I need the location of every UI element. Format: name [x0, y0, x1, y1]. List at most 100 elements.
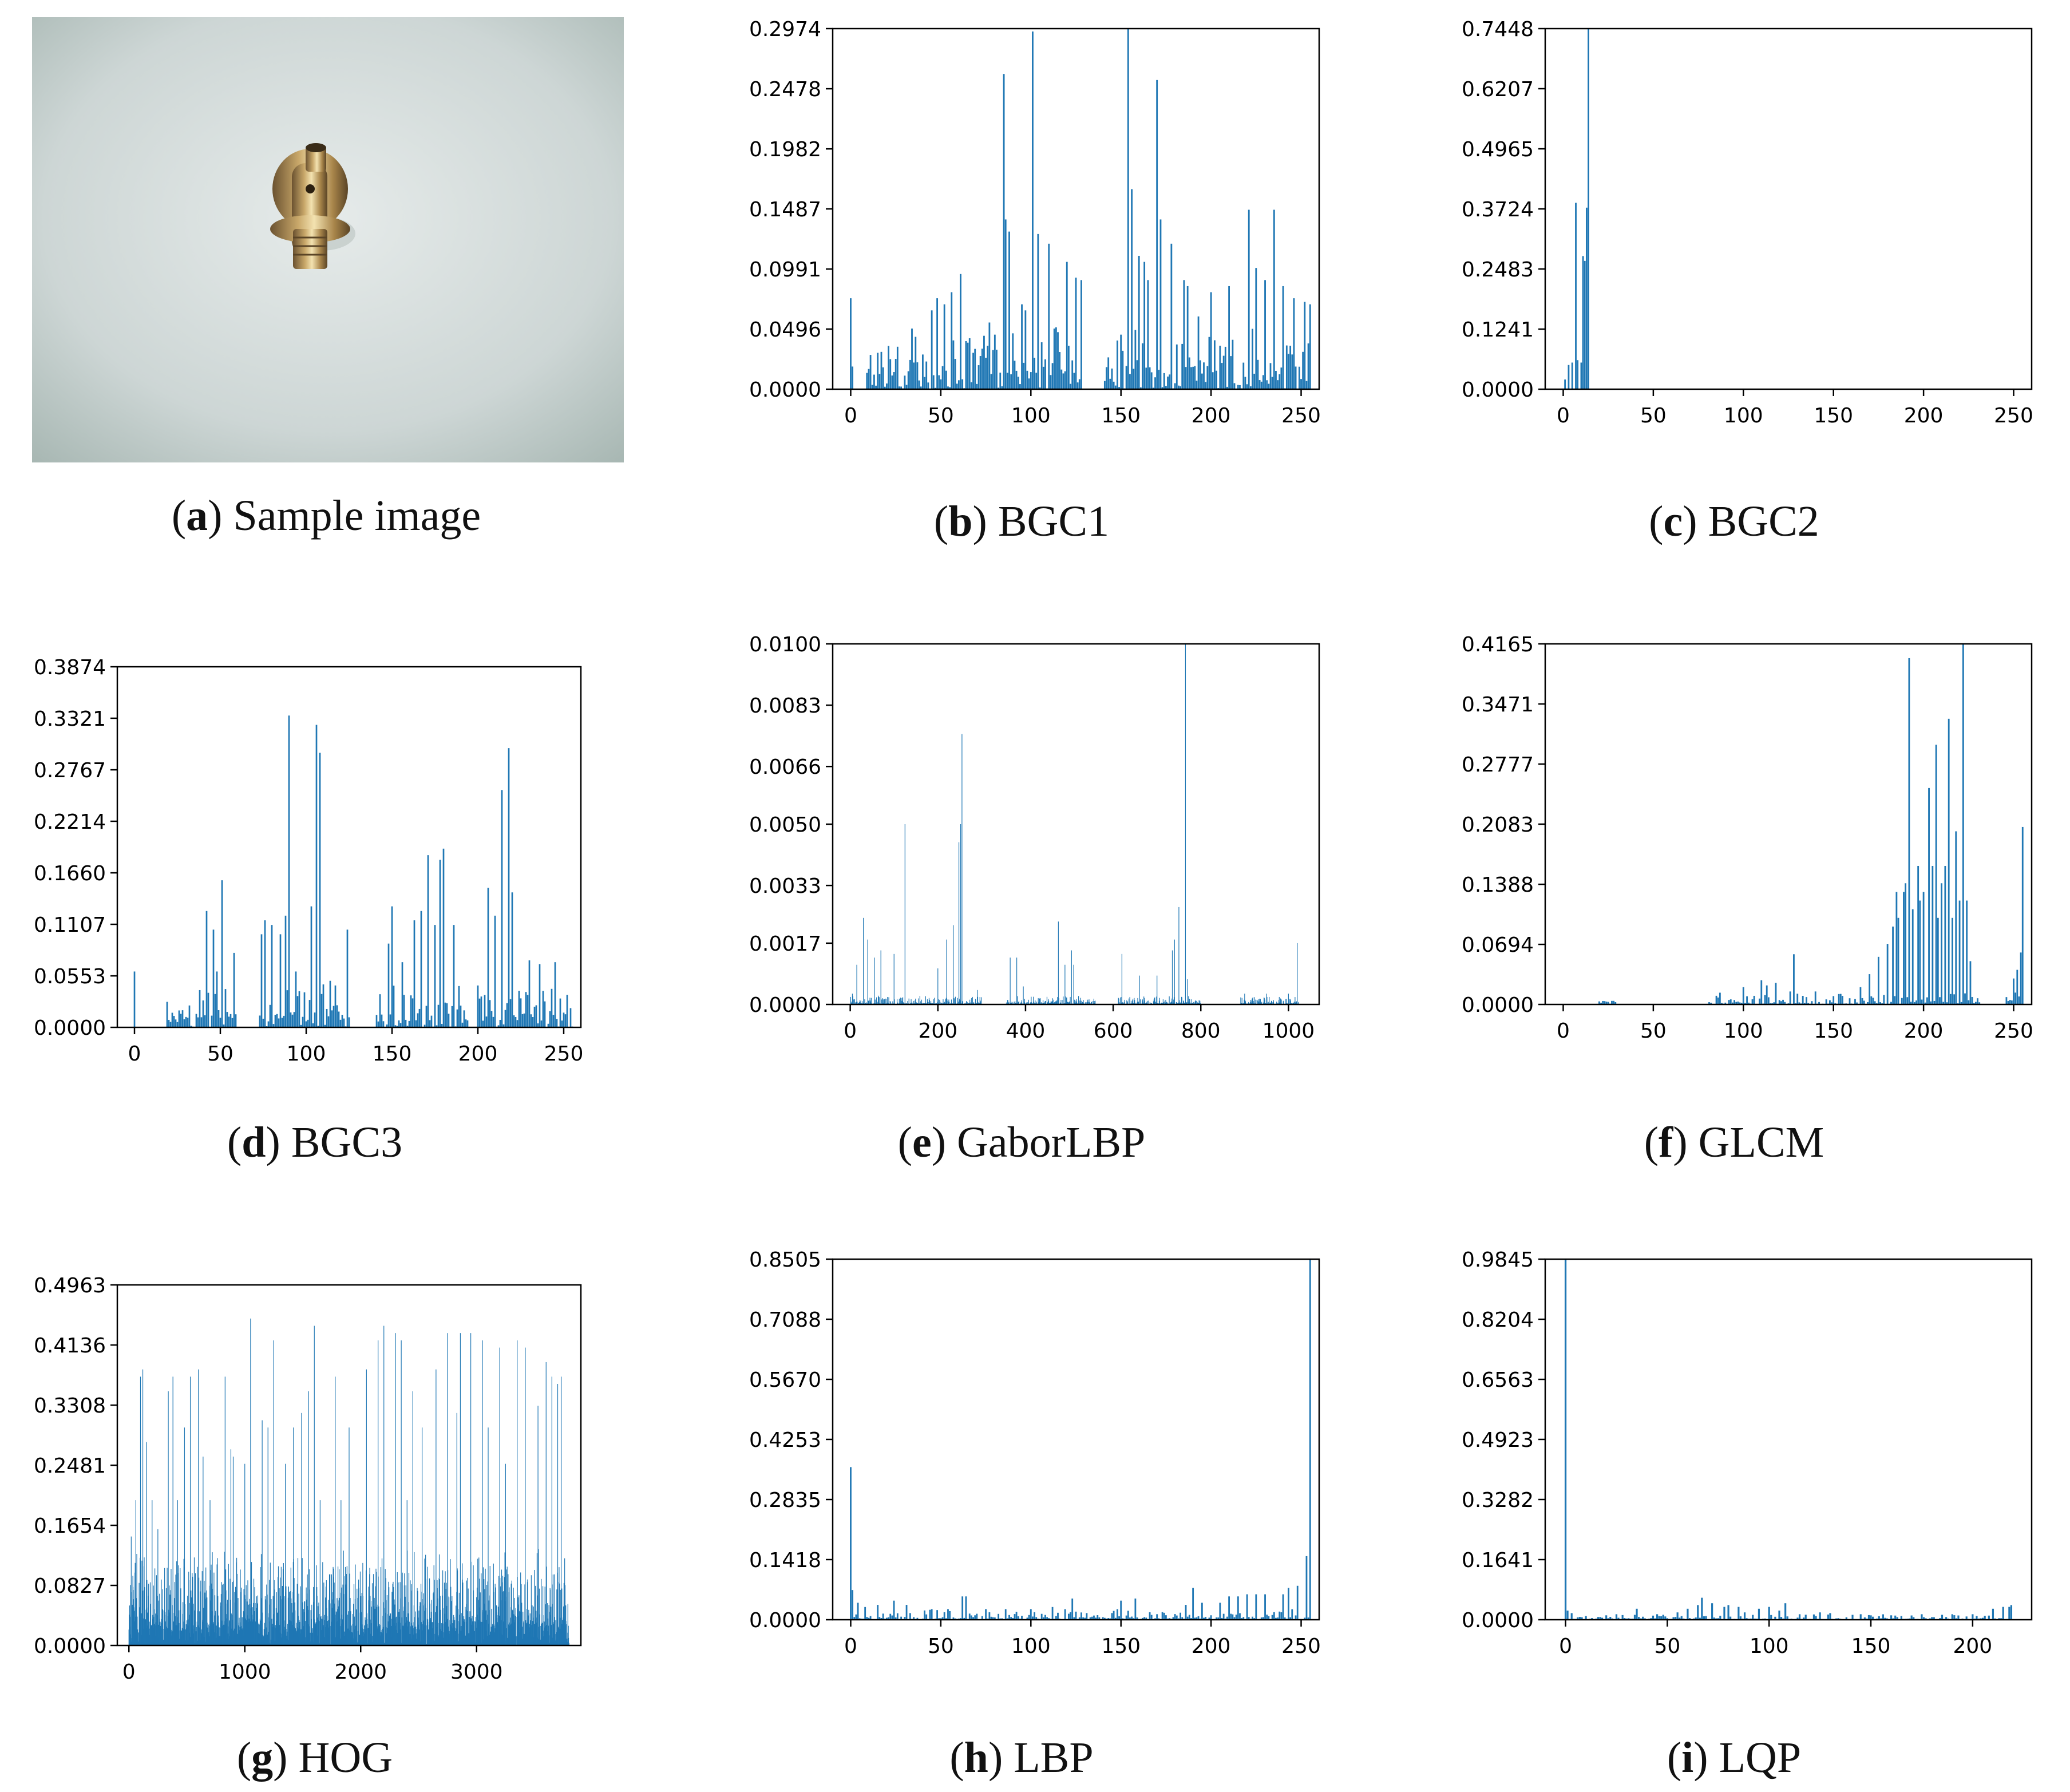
bar [1729, 999, 1732, 1004]
chart-bgc2: 0 50 100 150 200 2500.00000.12410.24830.37240… [1462, 18, 2033, 428]
bar [231, 1018, 233, 1027]
bar [325, 1597, 326, 1645]
bar [388, 1581, 389, 1645]
bar [264, 920, 266, 1027]
bar [1952, 917, 1953, 1004]
x-tick-label: 200 [1953, 1635, 1993, 1658]
x-tick-label: 0 [844, 1019, 857, 1043]
bar [1194, 366, 1196, 389]
bar [1046, 1617, 1048, 1620]
y-tick-label: 0.0017 [749, 932, 821, 956]
bar [1932, 865, 1934, 1004]
bar [246, 1585, 247, 1645]
bar [973, 1002, 975, 1004]
bar [1268, 383, 1270, 389]
bar [404, 1573, 405, 1645]
bar [1169, 1618, 1171, 1620]
bar [961, 734, 963, 1004]
bar [473, 1625, 474, 1645]
bar [1605, 1002, 1608, 1004]
bar [938, 1618, 940, 1620]
bar [1819, 1612, 1821, 1620]
bar [1178, 907, 1180, 1004]
bar [1279, 374, 1281, 389]
bar [1280, 998, 1281, 1004]
chart-panel-glcm: 0 50 100 150 200 250 0.0000 0.0694 0.1388 0.2083 0… [1396, 621, 2070, 1193]
bar [1199, 360, 1201, 389]
bar [528, 1609, 529, 1645]
bar [437, 1004, 440, 1027]
bar [929, 1003, 931, 1004]
bar [462, 1583, 464, 1645]
bar [1047, 1002, 1048, 1004]
bar [259, 1624, 260, 1645]
bar [295, 971, 297, 1027]
bar [1127, 1001, 1128, 1004]
bar [1037, 234, 1039, 389]
bar [2016, 970, 2018, 1004]
bar [494, 915, 496, 1027]
bar [1837, 1618, 1839, 1620]
bar [219, 1627, 220, 1645]
bar [1068, 1002, 1070, 1004]
bar [1120, 334, 1122, 389]
bar [1021, 1616, 1023, 1620]
bar [225, 1614, 227, 1645]
bar [1910, 1002, 1912, 1004]
caption-tag: e [912, 1118, 932, 1166]
bar [1186, 1002, 1188, 1004]
bar [1774, 1616, 1776, 1620]
bar [1154, 1618, 1156, 1620]
bar [1098, 1617, 1101, 1620]
bar [1921, 1614, 1923, 1620]
bar [1169, 996, 1170, 1004]
bar [407, 1626, 409, 1645]
bar [978, 1002, 979, 1004]
x-tick-label: 200 [1904, 404, 1944, 428]
bar [455, 1631, 456, 1645]
bar [911, 329, 913, 389]
bar [415, 1020, 417, 1027]
bar [1203, 362, 1205, 389]
bars [1598, 644, 2024, 1004]
brass-fitting-photo [32, 17, 624, 462]
bar [1748, 1002, 1750, 1004]
bar [1859, 1614, 1862, 1620]
bar [929, 1609, 931, 1620]
bar [1740, 1002, 1743, 1004]
bar [293, 1427, 294, 1645]
y-tick-label: 0.0694 [1462, 933, 1534, 957]
bar [1086, 1613, 1088, 1620]
bar [1955, 831, 1957, 1004]
bar [945, 998, 947, 1004]
bar [1978, 1002, 1981, 1004]
bar [1982, 1617, 1984, 1620]
bar [550, 1615, 551, 1645]
bar [334, 1618, 335, 1645]
bar [1656, 1614, 1659, 1620]
bar [568, 1625, 569, 1645]
bar [502, 1576, 504, 1645]
bar [187, 1596, 188, 1645]
bar [921, 999, 923, 1004]
bar [925, 1614, 928, 1620]
bar [333, 1577, 334, 1645]
bar [1062, 1000, 1063, 1004]
bar [1662, 1615, 1664, 1620]
bar [1194, 1617, 1196, 1620]
bar [1252, 1616, 1253, 1620]
bar [1161, 387, 1163, 389]
bar [1933, 1000, 1936, 1004]
x-tick-label: 50 [207, 1042, 233, 1066]
bar [1051, 1607, 1054, 1620]
bar [194, 1643, 195, 1645]
bar [1867, 1002, 1869, 1004]
bar [1052, 998, 1054, 1004]
bar [1198, 1000, 1200, 1004]
bar [850, 1003, 852, 1004]
bar [395, 1621, 397, 1645]
bars [850, 644, 1299, 1004]
bar [1877, 956, 1879, 1004]
bar [1638, 1617, 1640, 1620]
bar [1142, 999, 1143, 1004]
